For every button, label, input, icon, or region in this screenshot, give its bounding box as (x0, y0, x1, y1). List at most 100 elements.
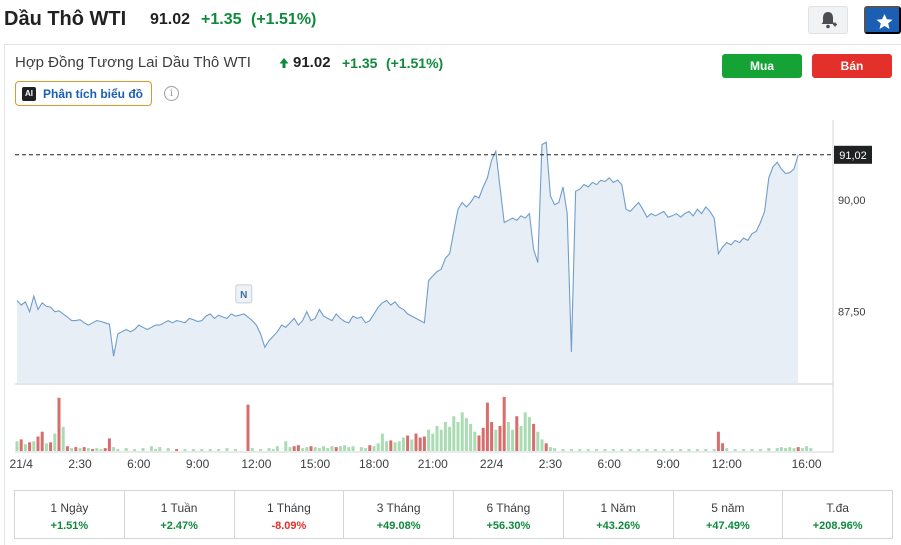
volume-bar (418, 437, 422, 451)
volume-bar (141, 448, 145, 451)
news-marker-label: N (240, 290, 247, 301)
volume-bar (393, 442, 397, 451)
volume-bar (305, 447, 309, 451)
x-tick-label: 12:00 (241, 457, 271, 471)
period-value: -8.09% (271, 520, 307, 532)
volume-bar (792, 448, 796, 451)
period-item[interactable]: 5 năm +47.49% (674, 491, 784, 538)
header-change: +1.35 (201, 11, 242, 28)
period-value: +43.26% (596, 520, 640, 532)
info-icon[interactable]: i (164, 86, 179, 101)
buy-button[interactable]: Mua (722, 54, 802, 78)
volume-bar (397, 441, 401, 451)
volume-bar (469, 423, 473, 451)
watchlist-star-button[interactable] (864, 6, 901, 34)
last-price-label: 91,02 (839, 150, 867, 162)
volume-bar (800, 448, 804, 451)
header-price: 91.02 (150, 11, 191, 28)
x-tick-label: 9:00 (656, 457, 680, 471)
period-label: 5 năm (711, 501, 745, 515)
volume-bar (595, 449, 599, 451)
volume-bar (351, 446, 355, 451)
volume-bar (523, 412, 527, 451)
news-marker[interactable]: N (235, 284, 253, 304)
volume-bar (49, 442, 53, 451)
volume-bar (112, 447, 116, 451)
volume-bar (519, 425, 523, 451)
volume-bar (456, 422, 460, 451)
volume-bar (343, 445, 347, 451)
y-tick-label: 87,50 (838, 307, 866, 319)
volume-bar (653, 449, 657, 451)
bell-plus-icon (821, 12, 837, 29)
volume-bar (28, 442, 32, 451)
volume-bar (65, 446, 69, 451)
top-header: Dầu Thô WTI 91.02 +1.35 (+1.51%) (0, 0, 901, 40)
instrument-price: 91.02 (293, 54, 331, 71)
volume-bar (385, 441, 389, 451)
x-tick-label: 21/4 (10, 457, 34, 471)
period-item[interactable]: T.đa +208.96% (783, 491, 892, 538)
volume-bar (611, 449, 615, 451)
instrument-name: Hợp Đồng Tương Lai Dầu Thô WTI (15, 54, 251, 71)
volume-bar (544, 443, 548, 451)
volume-bar (477, 435, 481, 451)
period-item[interactable]: 6 Tháng +56.30% (454, 491, 564, 538)
volume-bar (725, 448, 729, 451)
period-label: 6 Tháng (486, 501, 531, 515)
ai-badge-icon: AI (22, 86, 36, 101)
volume-bar (401, 437, 405, 451)
volume-bar (57, 397, 61, 451)
period-label: 3 Tháng (376, 501, 421, 515)
x-tick-label: 16:00 (792, 457, 822, 471)
volume-bars (15, 396, 813, 451)
volume-bar (313, 447, 317, 451)
volume-bar (53, 433, 57, 451)
add-alert-button[interactable] (808, 6, 848, 34)
volume-bar (502, 396, 506, 451)
header-change-pct: (+1.51%) (251, 11, 317, 28)
volume-bar (779, 447, 783, 451)
news-marker-box (235, 284, 253, 304)
volume-bar (259, 449, 263, 451)
volume-bar (15, 441, 19, 451)
volume-bar (267, 448, 271, 451)
volume-bar (74, 447, 78, 451)
period-item[interactable]: 3 Tháng +49.08% (344, 491, 454, 538)
volume-bar (250, 448, 254, 451)
last-price-badge (834, 145, 872, 164)
chart-panel (4, 44, 901, 545)
volume-bar (225, 448, 229, 451)
period-value: +47.49% (706, 520, 750, 532)
volume-bar (464, 418, 468, 451)
volume-bar (124, 448, 128, 451)
chart-analysis-button[interactable]: AI Phân tích biểu đồ (15, 81, 153, 106)
period-item[interactable]: 1 Năm +43.26% (564, 491, 674, 538)
volume-bar (91, 449, 95, 451)
volume-bar (191, 449, 195, 451)
volume-bar (149, 446, 153, 451)
volume-bar (133, 449, 137, 451)
volume-bar (86, 448, 90, 451)
volume-bar (19, 439, 23, 451)
x-tick-label: 6:00 (598, 457, 622, 471)
price-line (16, 141, 799, 357)
volume-bar (326, 448, 330, 451)
sell-button[interactable]: Bán (812, 54, 892, 78)
volume-bar (439, 429, 443, 451)
volume-bar (99, 449, 103, 451)
volume-bar (338, 446, 342, 451)
volume-bar (540, 439, 544, 451)
period-item[interactable]: 1 Ngày +1.51% (15, 491, 125, 538)
volume-bar (217, 449, 221, 451)
period-value: +1.51% (50, 520, 89, 532)
period-item[interactable]: 1 Tháng -8.09% (235, 491, 345, 538)
volume-bar (712, 449, 716, 451)
volume-bar (292, 446, 296, 451)
period-item[interactable]: 1 Tuần +2.47% (125, 491, 235, 538)
volume-bar (721, 443, 725, 451)
volume-bar (284, 441, 288, 451)
volume-bar (364, 448, 368, 451)
volume-bar (586, 449, 590, 451)
